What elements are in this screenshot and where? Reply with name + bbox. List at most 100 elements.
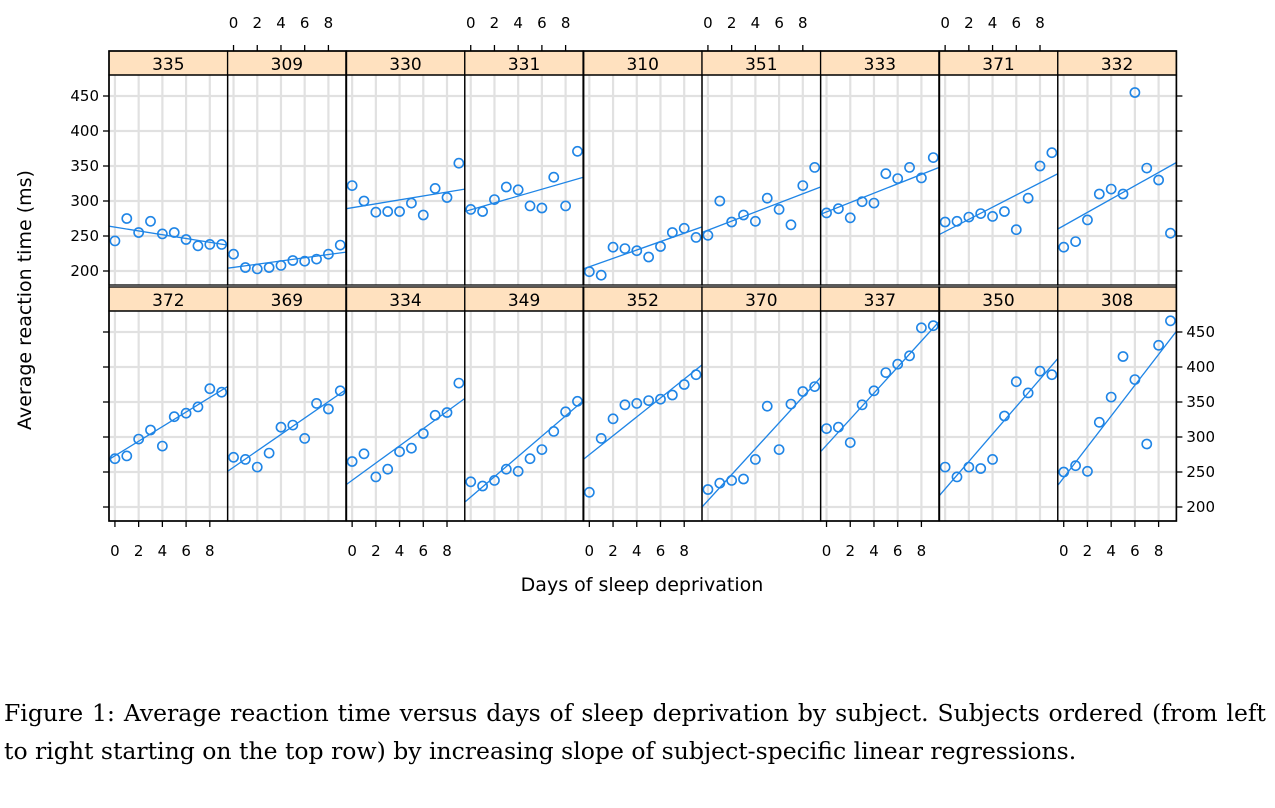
data-point — [524, 200, 536, 212]
x-tick-label: 2 — [371, 542, 381, 560]
data-point — [1165, 315, 1176, 327]
data-point — [524, 453, 536, 465]
data-point — [761, 400, 773, 412]
data-point — [714, 195, 726, 207]
data-point — [1165, 227, 1176, 239]
data-point — [429, 182, 441, 194]
data-point — [1153, 339, 1165, 351]
x-tick-label: 4 — [513, 14, 523, 32]
x-tick-label: 4 — [276, 14, 286, 32]
fit-line — [702, 186, 821, 234]
data-point — [512, 465, 524, 477]
data-point — [927, 320, 939, 332]
data-point — [821, 207, 832, 219]
strip-label: 332 — [1101, 55, 1133, 75]
data-point — [512, 184, 524, 196]
x-tick-label: 8 — [205, 542, 215, 560]
data-point — [666, 227, 678, 238]
fit-line — [109, 225, 228, 246]
data-point — [1117, 351, 1129, 362]
data-point — [939, 216, 951, 228]
data-point — [1129, 374, 1141, 385]
data-point — [761, 192, 773, 204]
panel-330: 330 — [345, 50, 466, 286]
x-tick-label: 6 — [774, 14, 784, 32]
x-tick-label: 0 — [1059, 542, 1069, 560]
data-point — [121, 213, 133, 224]
data-point — [1117, 188, 1129, 200]
data-point — [311, 253, 322, 265]
data-point — [738, 473, 749, 485]
data-point — [785, 219, 797, 231]
data-point — [726, 216, 738, 228]
data-point — [821, 423, 832, 434]
x-tick-label: 0 — [940, 14, 950, 32]
data-point — [180, 234, 192, 245]
x-tick-label: 8 — [442, 542, 452, 560]
data-point — [1022, 192, 1034, 204]
data-point — [334, 239, 346, 251]
data-point — [999, 206, 1010, 217]
data-point — [702, 229, 714, 241]
data-point — [417, 428, 429, 439]
data-point — [251, 461, 263, 473]
fit-line — [109, 386, 228, 460]
data-point — [1082, 465, 1093, 477]
data-point — [477, 206, 488, 217]
data-point — [382, 206, 394, 217]
data-point — [334, 385, 346, 397]
data-point — [156, 228, 168, 240]
x-tick-label: 4 — [988, 14, 998, 32]
data-point — [216, 386, 228, 398]
fit-line — [702, 377, 821, 508]
strip-337 — [819, 286, 940, 312]
data-point — [156, 440, 168, 452]
data-point — [204, 238, 216, 250]
data-point — [738, 209, 749, 221]
strip-label: 334 — [389, 291, 421, 311]
panel-335: 335 — [108, 50, 229, 286]
data-point — [536, 444, 548, 455]
data-point — [441, 192, 453, 203]
x-tick-label: 8 — [561, 14, 571, 32]
y-tick-label: 350 — [70, 157, 99, 175]
y-tick-label: 200 — [70, 262, 99, 280]
x-tick-label: 6 — [300, 14, 310, 32]
strip-label: 350 — [982, 291, 1014, 311]
data-point — [1082, 214, 1093, 226]
data-point — [394, 446, 405, 458]
y-tick-label: 350 — [1186, 393, 1215, 411]
data-point — [868, 385, 880, 397]
lattice-chart: 335 309 330 331 310 351 333 371 332 372 369 334 349 3… — [14, 14, 1215, 596]
data-point — [643, 251, 655, 263]
strip-label: 310 — [626, 55, 658, 75]
x-tick-label: 4 — [1106, 542, 1116, 560]
panel-333: 333 — [819, 50, 940, 286]
x-tick-label: 4 — [869, 542, 879, 560]
data-point — [916, 322, 927, 334]
data-point — [429, 409, 441, 421]
data-point — [465, 203, 477, 215]
data-point — [987, 210, 998, 222]
data-point — [749, 215, 761, 227]
x-tick-label: 0 — [110, 542, 120, 560]
data-point — [441, 407, 453, 418]
data-point — [358, 448, 370, 460]
strip-332 — [1057, 50, 1178, 76]
data-point — [1141, 162, 1153, 174]
data-point — [702, 484, 714, 495]
panel-337: 337 — [819, 286, 940, 522]
y-tick-label: 200 — [1186, 498, 1215, 516]
axis-ticks: 0 2 4 6 80 2 4 6 80 2 4 6 80 2 4 6 80 2 4 6 80 2 4 6 80 2 4 6 80 2 4 6 8… — [70, 14, 1215, 560]
strip-label: 372 — [152, 291, 184, 311]
strip-369 — [226, 286, 347, 312]
x-tick-label: 8 — [798, 14, 808, 32]
strip-label: 370 — [745, 291, 777, 311]
data-point — [690, 231, 702, 243]
fit-line — [464, 176, 584, 213]
data-point — [1046, 147, 1058, 159]
x-tick-label: 8 — [679, 542, 689, 560]
strip-330 — [345, 50, 466, 76]
x-tick-label: 2 — [608, 542, 618, 560]
strip-label: 351 — [745, 55, 777, 75]
